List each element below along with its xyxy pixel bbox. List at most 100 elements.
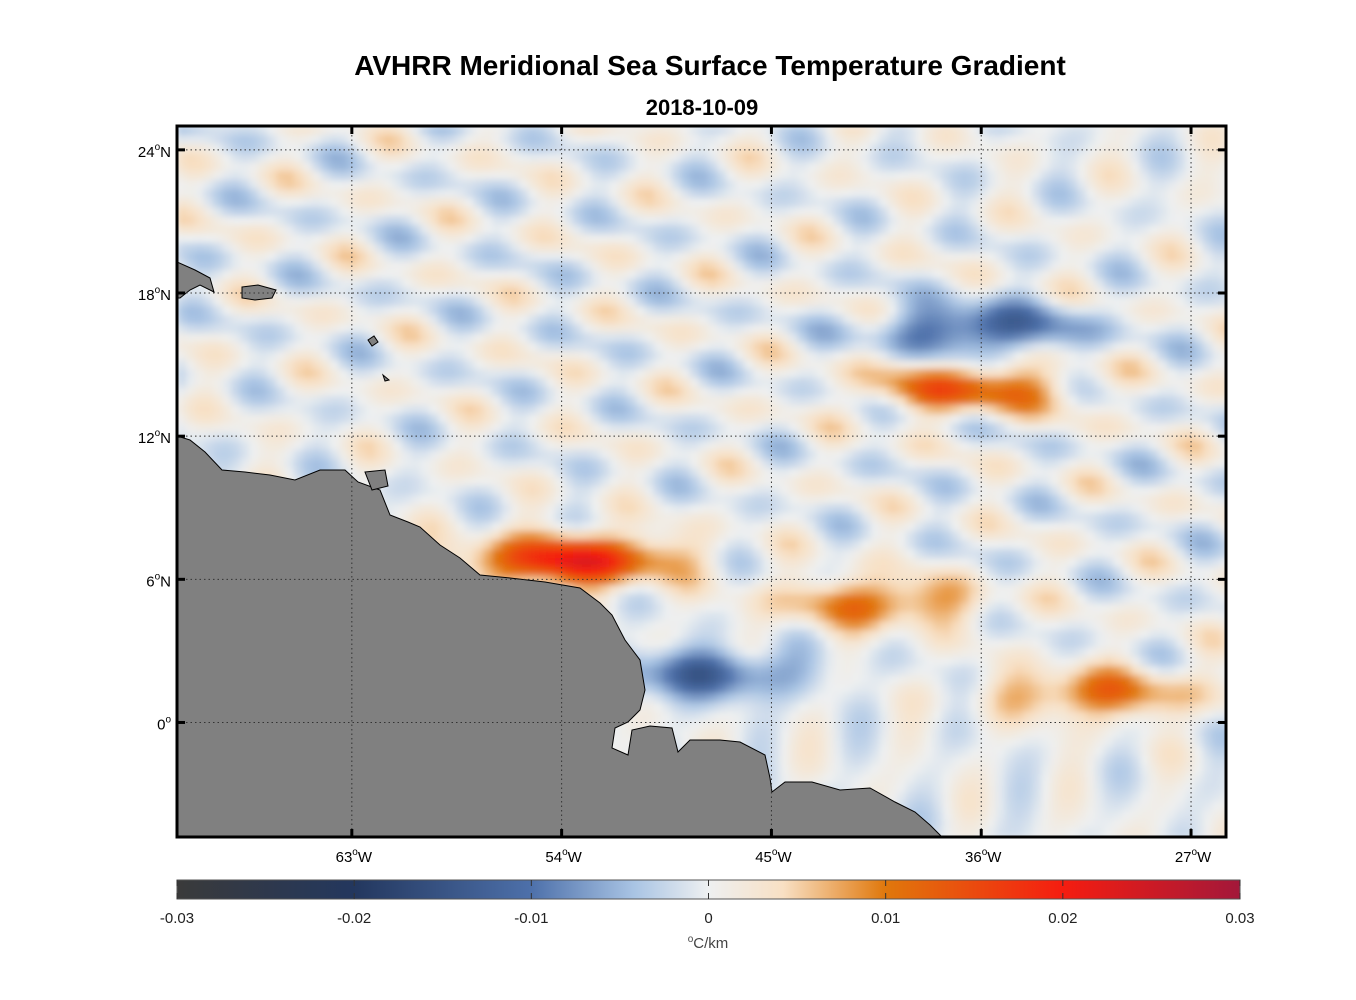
- field-cell: [816, 387, 826, 397]
- field-cell: [456, 279, 466, 289]
- field-cell: [375, 396, 385, 406]
- field-cell: [888, 495, 898, 505]
- field-cell: [771, 504, 781, 514]
- field-cell: [636, 270, 646, 280]
- field-cell: [1023, 225, 1033, 235]
- field-cell: [924, 369, 934, 379]
- field-cell: [1041, 216, 1051, 226]
- field-cell: [591, 414, 601, 424]
- field-cell: [1032, 315, 1042, 325]
- field-cell: [474, 360, 484, 370]
- field-cell: [1158, 234, 1168, 244]
- field-cell: [771, 369, 781, 379]
- field-cell: [483, 243, 493, 253]
- field-cell: [519, 342, 529, 352]
- field-cell: [1194, 378, 1204, 388]
- field-cell: [447, 126, 457, 136]
- field-cell: [375, 360, 385, 370]
- field-cell: [1158, 486, 1168, 496]
- field-cell: [1221, 162, 1226, 172]
- field-cell: [870, 198, 880, 208]
- field-cell: [1149, 450, 1159, 460]
- field-cell: [357, 369, 367, 379]
- field-cell: [636, 342, 646, 352]
- field-cell: [996, 243, 1006, 253]
- field-cell: [789, 126, 799, 136]
- field-cell: [1041, 405, 1051, 415]
- field-cell: [582, 333, 592, 343]
- field-cell: [825, 396, 835, 406]
- field-cell: [762, 189, 772, 199]
- field-cell: [762, 486, 772, 496]
- field-cell: [546, 297, 556, 307]
- field-cell: [987, 468, 997, 478]
- field-cell: [1167, 477, 1177, 487]
- field-cell: [681, 333, 691, 343]
- field-cell: [1023, 171, 1033, 181]
- field-cell: [1032, 342, 1042, 352]
- field-cell: [1050, 180, 1060, 190]
- field-cell: [933, 315, 943, 325]
- field-cell: [672, 216, 682, 226]
- field-cell: [1167, 486, 1177, 496]
- field-cell: [609, 315, 619, 325]
- field-cell: [1068, 189, 1078, 199]
- field-cell: [276, 216, 286, 226]
- field-cell: [1185, 369, 1195, 379]
- field-cell: [213, 198, 223, 208]
- field-cell: [771, 234, 781, 244]
- field-cell: [591, 252, 601, 262]
- field-cell: [1095, 135, 1105, 145]
- field-cell: [654, 207, 664, 217]
- field-cell: [699, 342, 709, 352]
- field-cell: [1122, 153, 1132, 163]
- field-cell: [366, 423, 376, 433]
- field-cell: [753, 171, 763, 181]
- field-cell: [339, 234, 349, 244]
- field-cell: [294, 378, 304, 388]
- field-cell: [375, 252, 385, 262]
- field-cell: [501, 441, 511, 451]
- field-cell: [240, 423, 250, 433]
- field-cell: [807, 342, 817, 352]
- field-cell: [960, 225, 970, 235]
- field-cell: [1050, 306, 1060, 316]
- field-cell: [969, 333, 979, 343]
- field-cell: [465, 414, 475, 424]
- field-cell: [1059, 450, 1069, 460]
- field-cell: [1023, 441, 1033, 451]
- field-cell: [771, 459, 781, 469]
- field-cell: [726, 495, 736, 505]
- field-cell: [834, 477, 844, 487]
- field-cell: [303, 423, 313, 433]
- field-cell: [312, 405, 322, 415]
- field-cell: [789, 504, 799, 514]
- field-cell: [519, 126, 529, 136]
- field-cell: [312, 432, 322, 442]
- field-cell: [528, 180, 538, 190]
- field-cell: [1104, 198, 1114, 208]
- field-cell: [204, 360, 214, 370]
- field-cell: [411, 459, 421, 469]
- field-cell: [600, 387, 610, 397]
- field-cell: [564, 378, 574, 388]
- field-cell: [1140, 180, 1150, 190]
- field-cell: [843, 261, 853, 271]
- field-cell: [906, 216, 916, 226]
- field-cell: [204, 153, 214, 163]
- field-cell: [312, 198, 322, 208]
- field-cell: [429, 225, 439, 235]
- field-cell: [249, 270, 259, 280]
- field-cell: [285, 324, 295, 334]
- field-cell: [645, 477, 655, 487]
- field-cell: [1113, 378, 1123, 388]
- field-cell: [249, 324, 259, 334]
- field-cell: [978, 486, 988, 496]
- field-cell: [411, 405, 421, 415]
- field-cell: [492, 315, 502, 325]
- field-cell: [348, 369, 358, 379]
- field-cell: [609, 198, 619, 208]
- field-cell: [1140, 189, 1150, 199]
- field-cell: [456, 225, 466, 235]
- field-cell: [933, 126, 943, 136]
